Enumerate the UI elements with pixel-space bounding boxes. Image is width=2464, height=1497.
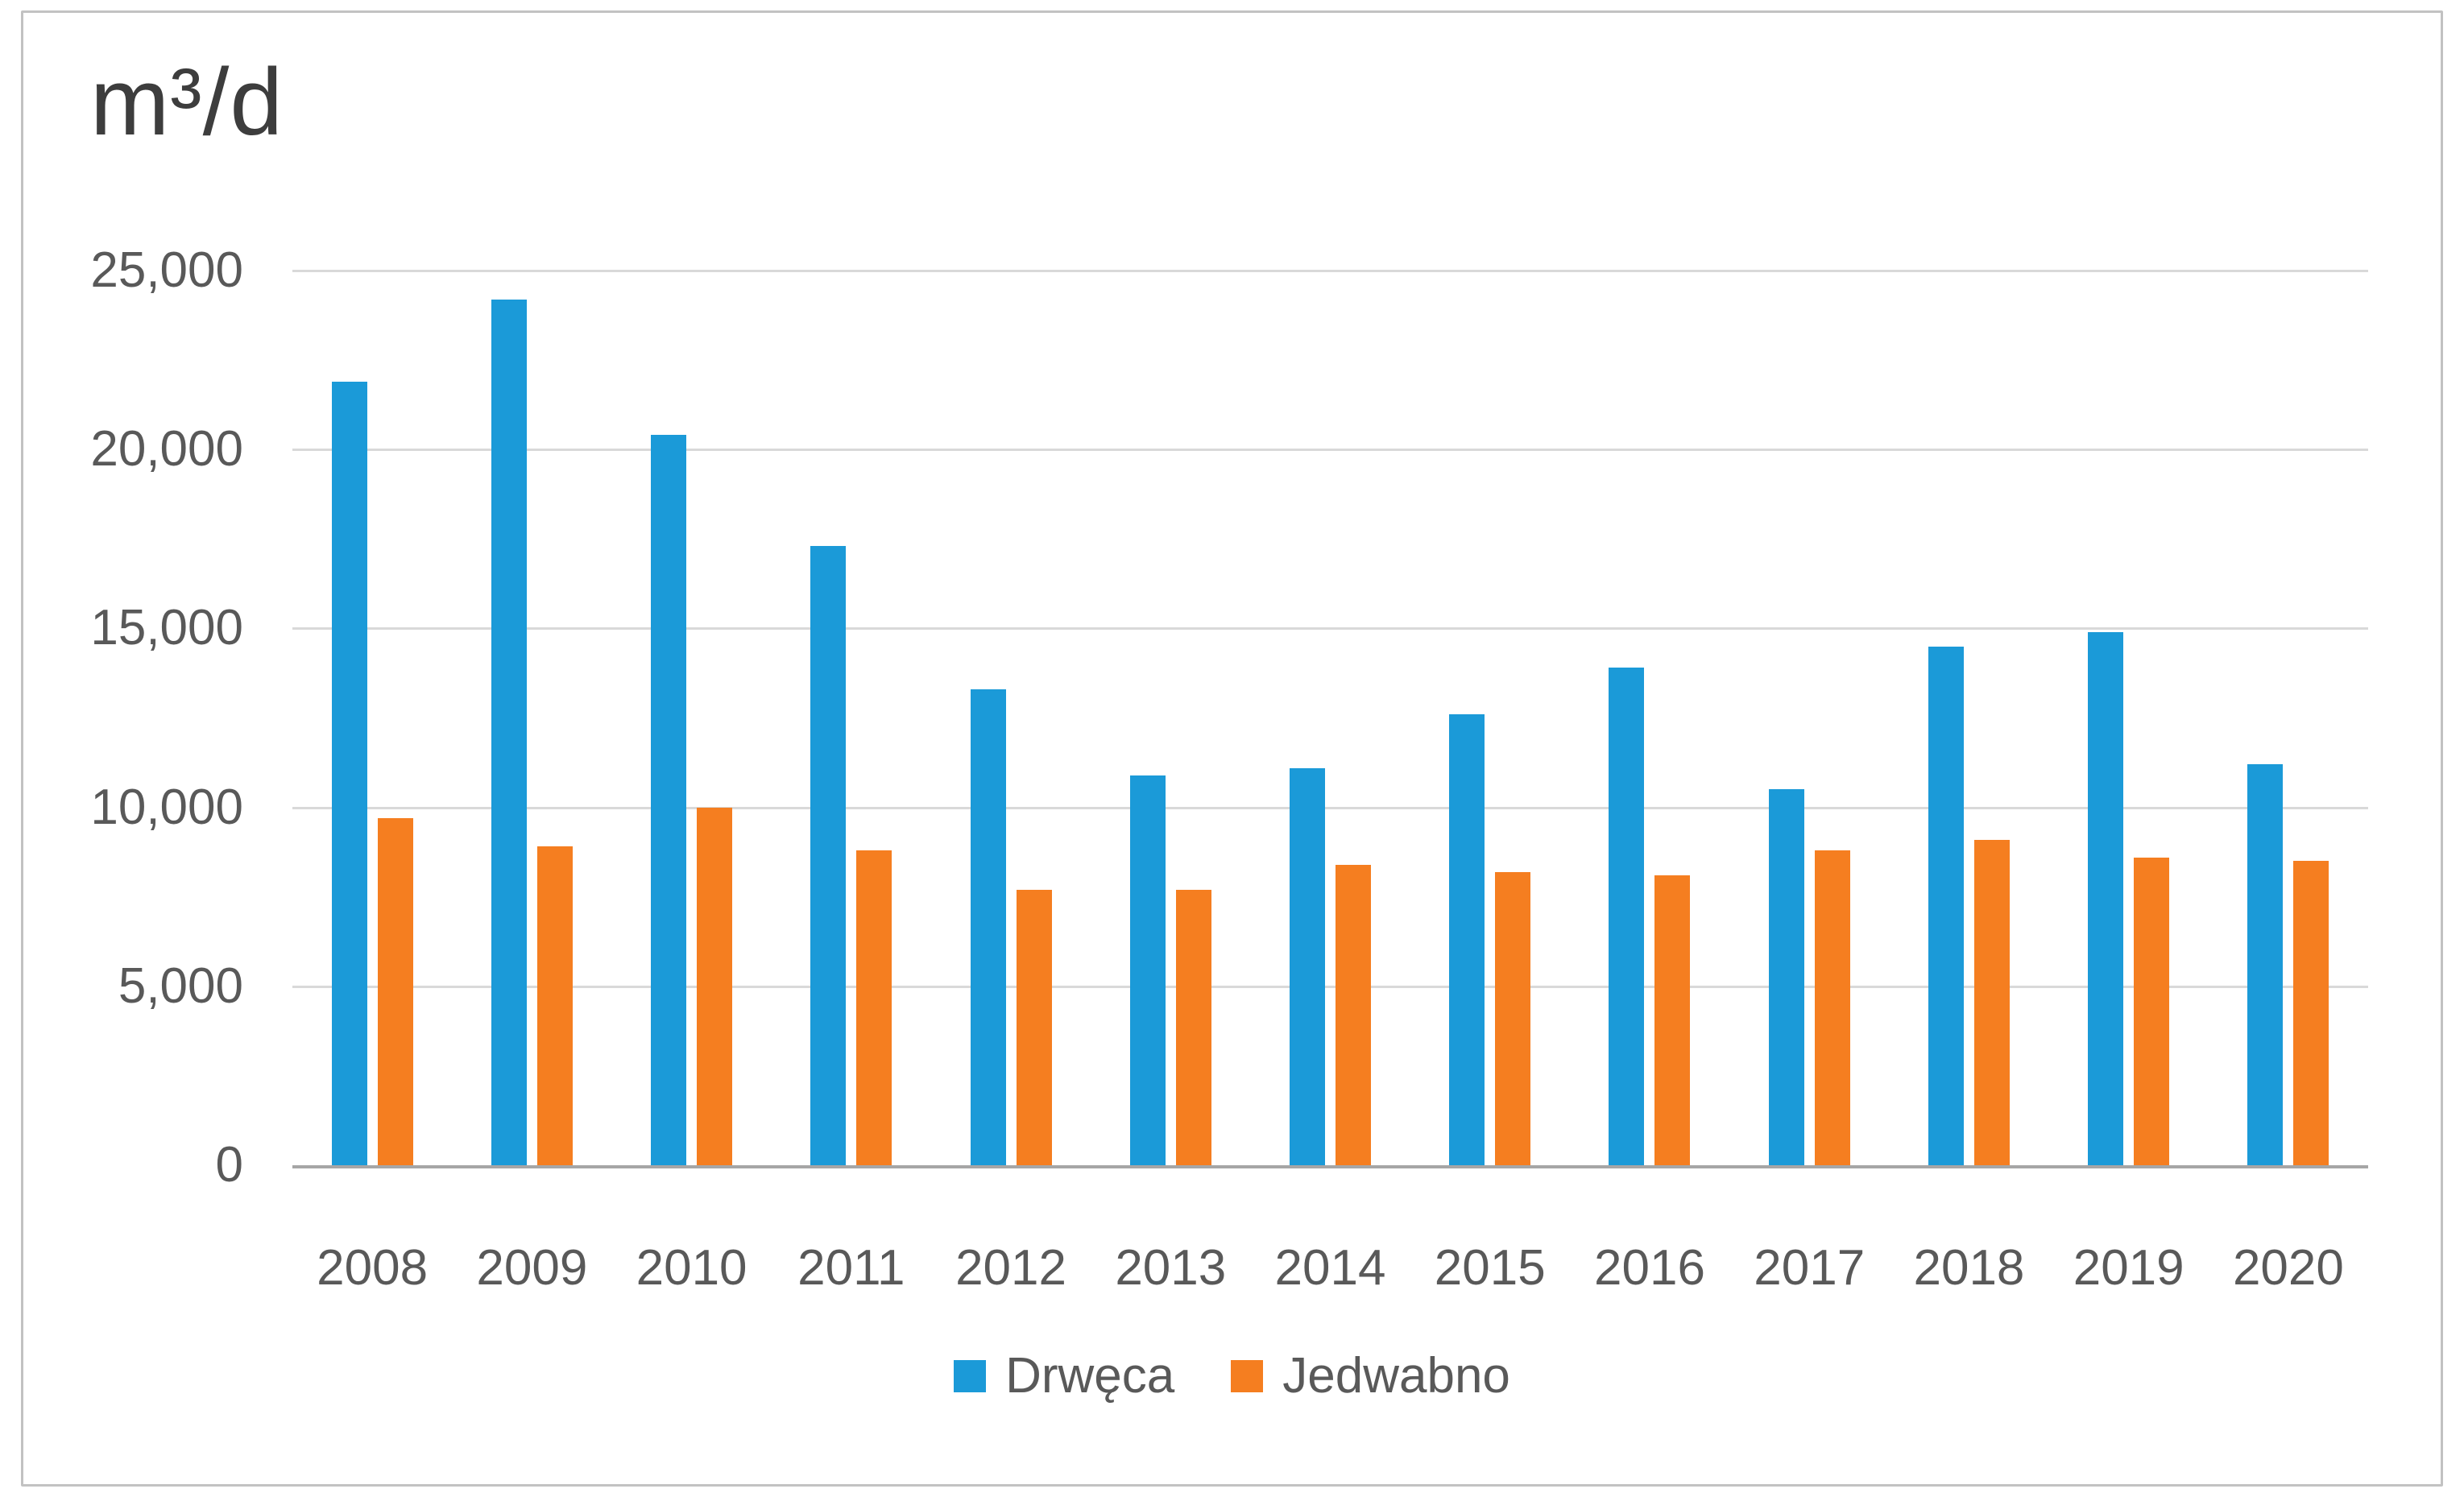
x-tick-label-2010: 2010 bbox=[636, 1240, 747, 1296]
legend-swatch-drweca bbox=[954, 1360, 987, 1392]
bar-jedwabno-2011 bbox=[856, 850, 892, 1165]
legend-swatch-jedwabno bbox=[1231, 1360, 1264, 1392]
legend-item-jedwabno: Jedwabno bbox=[1231, 1346, 1510, 1406]
bar-jedwabno-2016 bbox=[1654, 875, 1691, 1165]
bar-jedwabno-2018 bbox=[1973, 839, 2010, 1165]
x-tick-label-2016: 2016 bbox=[1594, 1240, 1705, 1296]
y-tick-label-20000: 20,000 bbox=[90, 421, 243, 478]
bar-drwca-2013 bbox=[1129, 775, 1166, 1165]
bar-drwca-2011 bbox=[810, 546, 847, 1165]
bar-group-2009 bbox=[452, 271, 611, 1165]
gridline-15000 bbox=[292, 627, 2368, 631]
plot-area bbox=[292, 270, 2368, 1168]
y-tick-label-0: 0 bbox=[215, 1137, 243, 1193]
bar-jedwabno-2013 bbox=[1175, 889, 1211, 1165]
bar-jedwabno-2019 bbox=[2134, 857, 2170, 1165]
bar-drwca-2008 bbox=[331, 381, 367, 1165]
bar-group-2012 bbox=[931, 271, 1091, 1165]
legend-label-jedwabno: Jedwabno bbox=[1282, 1348, 1510, 1404]
bar-group-2018 bbox=[1889, 271, 2048, 1165]
bar-group-2015 bbox=[1410, 271, 1570, 1165]
legend-label-drweca: Drwęca bbox=[1005, 1348, 1175, 1404]
legend-item-drweca: Drwęca bbox=[954, 1346, 1174, 1406]
unit-label: m³/d bbox=[90, 49, 284, 155]
bar-group-2017 bbox=[1729, 271, 1889, 1165]
bar-jedwabno-2014 bbox=[1336, 864, 1372, 1165]
bar-drwca-2015 bbox=[1449, 714, 1485, 1165]
bar-group-2010 bbox=[611, 271, 771, 1165]
y-tick-label-10000: 10,000 bbox=[90, 779, 243, 835]
y-tick-label-25000: 25,000 bbox=[90, 242, 243, 298]
bar-drwca-2019 bbox=[2088, 631, 2124, 1165]
y-tick-label-5000: 5,000 bbox=[118, 957, 243, 1014]
bar-drwca-2012 bbox=[970, 689, 1006, 1165]
bar-drwca-2014 bbox=[1290, 767, 1326, 1165]
x-tick-label-2020: 2020 bbox=[2232, 1240, 2344, 1296]
gridline-20000 bbox=[292, 449, 2368, 452]
bar-groups bbox=[292, 271, 2368, 1165]
x-tick-label-2008: 2008 bbox=[317, 1240, 429, 1296]
bar-group-2020 bbox=[2209, 271, 2368, 1165]
bar-group-2014 bbox=[1250, 271, 1410, 1165]
gridline-25000 bbox=[292, 270, 2368, 272]
bar-drwca-2010 bbox=[651, 435, 687, 1165]
bar-drwca-2009 bbox=[491, 299, 527, 1165]
bar-group-2013 bbox=[1091, 271, 1250, 1165]
x-tick-label-2017: 2017 bbox=[1754, 1240, 1866, 1296]
x-tick-label-2009: 2009 bbox=[476, 1240, 588, 1296]
gridline-5000 bbox=[292, 985, 2368, 988]
bar-group-2011 bbox=[772, 271, 931, 1165]
bar-jedwabno-2009 bbox=[536, 846, 573, 1165]
x-tick-label-2019: 2019 bbox=[2073, 1240, 2184, 1296]
bar-group-2008 bbox=[292, 271, 452, 1165]
bar-jedwabno-2012 bbox=[1016, 889, 1052, 1165]
x-tick-label-2013: 2013 bbox=[1115, 1240, 1227, 1296]
bar-jedwabno-2015 bbox=[1495, 871, 1531, 1165]
x-tick-label-2011: 2011 bbox=[797, 1240, 905, 1296]
bar-drwca-2017 bbox=[1768, 789, 1804, 1165]
gridline-10000 bbox=[292, 806, 2368, 809]
bar-jedwabno-2008 bbox=[377, 817, 413, 1165]
bar-group-2016 bbox=[1570, 271, 1729, 1165]
x-tick-label-2015: 2015 bbox=[1434, 1240, 1546, 1296]
bar-drwca-2020 bbox=[2247, 764, 2284, 1165]
x-tick-label-2012: 2012 bbox=[955, 1240, 1067, 1296]
bar-jedwabno-2010 bbox=[697, 807, 733, 1165]
y-tick-label-15000: 15,000 bbox=[90, 600, 243, 656]
legend: Drwęca Jedwabno bbox=[0, 1346, 2464, 1406]
bar-jedwabno-2020 bbox=[2293, 861, 2329, 1165]
x-axis-labels: 2008 2009 2010 2011 2012 2013 2014 2015 2016 2017… bbox=[292, 1239, 2368, 1298]
bar-drwca-2018 bbox=[1928, 646, 1964, 1165]
bar-jedwabno-2017 bbox=[1814, 850, 1850, 1165]
bar-drwca-2016 bbox=[1609, 668, 1645, 1165]
x-tick-label-2018: 2018 bbox=[1913, 1240, 2025, 1296]
x-tick-label-2014: 2014 bbox=[1274, 1240, 1386, 1296]
bar-group-2019 bbox=[2049, 271, 2209, 1165]
